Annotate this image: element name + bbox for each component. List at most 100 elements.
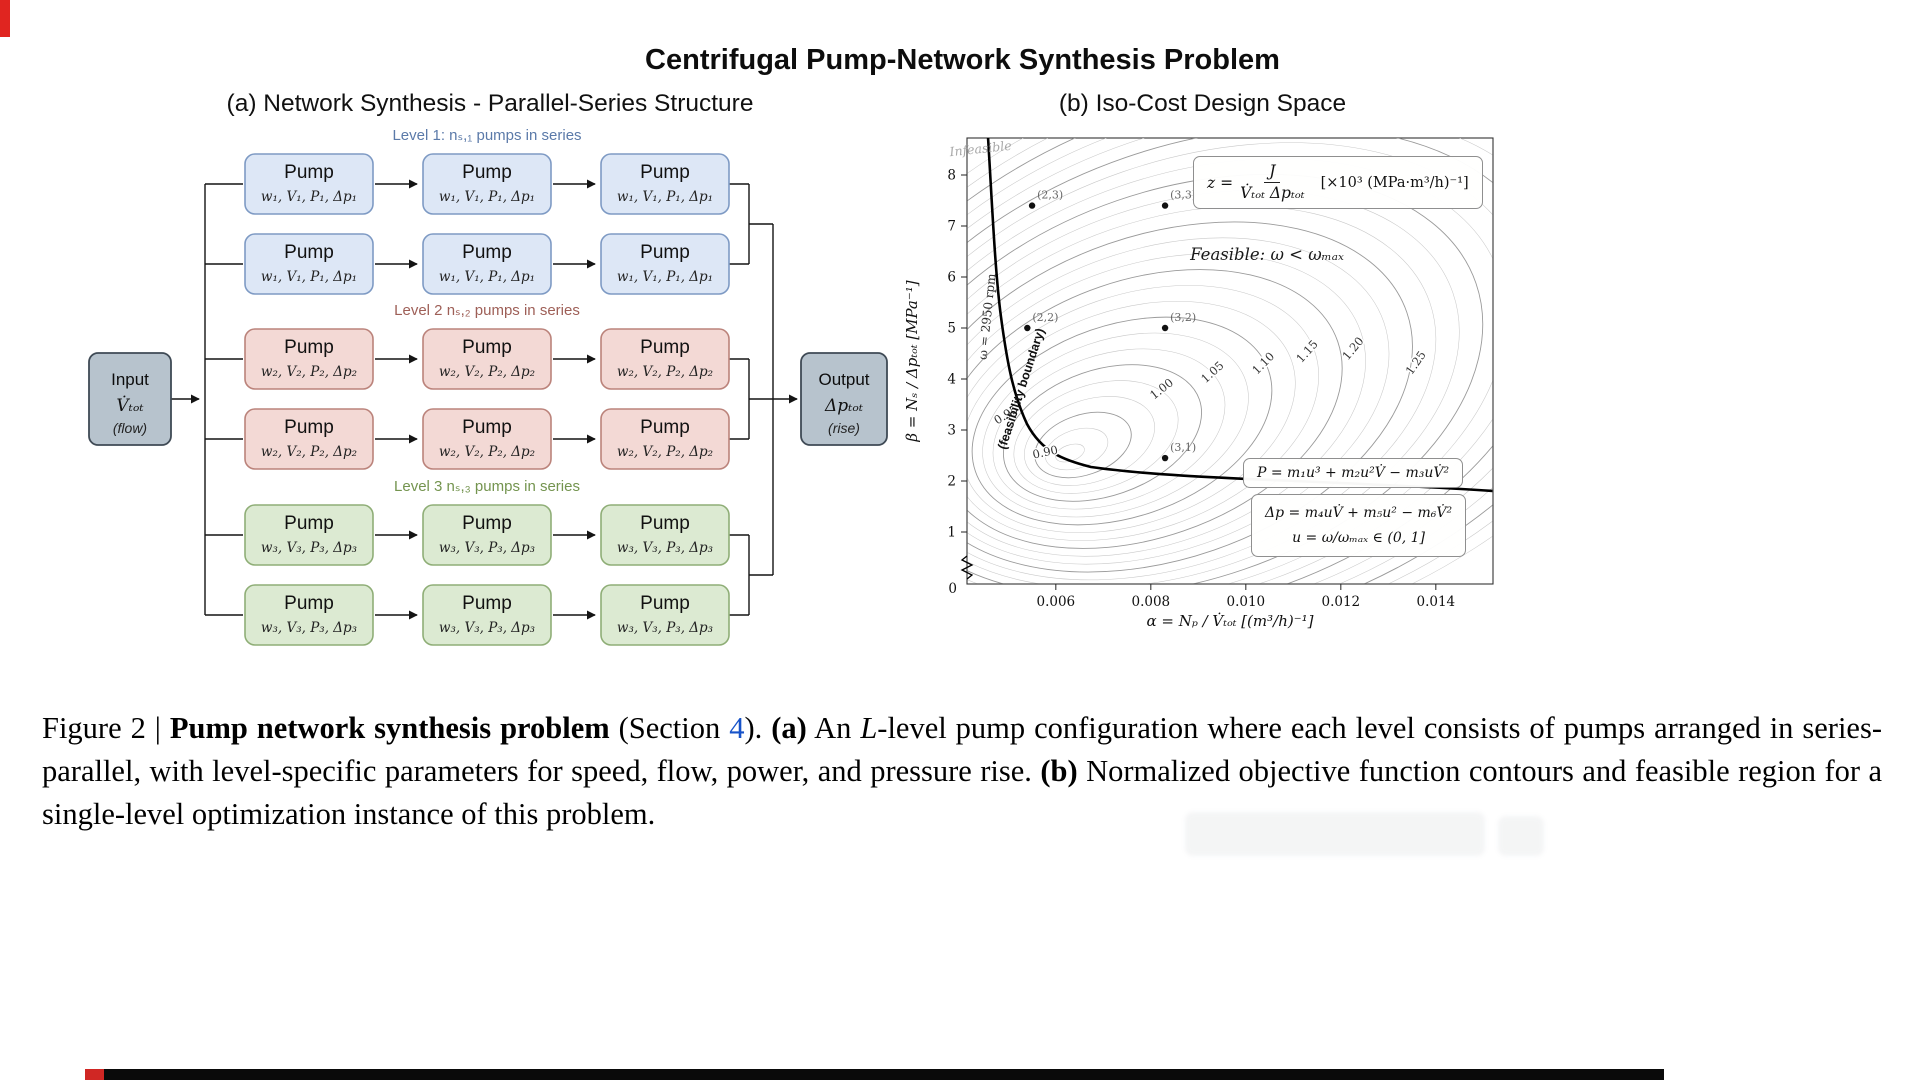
bottom-bar-red-segment [85,1069,104,1080]
pump-title: Pump [284,242,334,263]
pump-title: Pump [640,593,690,614]
pump-box-rect [244,153,374,215]
caption-var-L: L [860,710,878,745]
x-tick-label: 0.006 [1036,594,1075,610]
pump-box-rect [422,504,552,566]
objective-denominator: V̇ₜₒₜ Δpₜₒₜ [1240,183,1305,202]
pump-params: w₃, V₃, P₃, Δp₃ [439,620,535,636]
pump-box-rect [600,233,730,295]
y-tick-label: 4 [947,372,956,388]
model-line-power: P = m₁u³ + m₂u²V̇ − m₃uV̇² [1257,465,1450,481]
caption-text: An [806,710,861,745]
pump-box: Pump w₃, V₃, P₃, Δp₃ [244,504,374,566]
pump-box-rect [600,153,730,215]
objective-fraction: J V̇ₜₒₜ Δpₜₒₜ [1240,162,1305,202]
watermark [1498,816,1544,856]
pump-box-rect [244,408,374,470]
pump-box: Pump w₃, V₃, P₃, Δp₃ [600,504,730,566]
pump-title: Pump [462,417,512,438]
pump-box-rect [244,504,374,566]
y-tick-label: 1 [947,525,956,541]
pump-box: Pump w₁, V₁, P₁, Δp₁ [422,233,552,295]
axis-ticks: 0.006 0.008 0.010 0.012 0.014 1 2 3 4 5 6 7 8 [947,168,1455,611]
contour-line [1044,427,1109,471]
contour-line [967,269,1343,549]
model-line-pressure: Δp = m₄uV̇ + m₅u² − m₆V̇² [1265,505,1453,521]
design-point-label: (3,3) [1170,189,1196,202]
contour-level-label: 0.90 [1031,443,1059,462]
pump-box: Pump w₂, V₂, P₂, Δp₂ [422,328,552,390]
pump-params: w₁, V₁, P₁, Δp₁ [261,269,357,285]
design-point [1161,454,1169,462]
pump-box-rect [422,233,552,295]
pump-box-rect [244,328,374,390]
level-3-label: Level 3 nₛ,₃ pumps in series [394,478,580,495]
y-tick-label: 7 [947,219,956,235]
pump-params: w₁, V₁, P₁, Δp₁ [617,269,713,285]
pump-title: Pump [640,162,690,183]
pump-title: Pump [284,162,334,183]
pump-box-rect [244,233,374,295]
input-title: Input [111,370,149,389]
pump-model-box-pressure: Δp = m₄uV̇ + m₅u² − m₆V̇² u = ω/ωₘₐₓ ∈ (… [1251,494,1467,557]
level-1-label: Level 1: nₛ,₁ pumps in series [392,127,581,144]
contour-line [967,301,1296,533]
design-point [1028,202,1036,209]
contour-line [982,332,1249,518]
output-symbol: Δpₜₒₜ [824,396,864,416]
design-point-label: (2,2) [1032,311,1058,324]
y-tick-label: 2 [947,474,956,490]
pump-title: Pump [640,242,690,263]
output-node: Output Δpₜₒₜ (rise) [800,352,888,446]
panel-b-header: (b) Iso-Cost Design Space [1058,90,1347,117]
axis-break-squiggle [960,555,974,580]
x-tick-label: 0.012 [1321,594,1360,610]
y-tick-label: 6 [947,270,956,286]
iso-cost-chart: 0.006 0.008 0.010 0.012 0.014 1 2 3 4 5 6 7 8 0.900.… [903,137,1494,630]
output-title: Output [818,370,869,389]
contour-line [967,158,1493,584]
level-2-label: Level 2 nₛ,₂ pumps in series [394,302,580,319]
caption-text: Normalized objective function contours a… [42,753,1883,831]
objective-lhs: z = [1207,173,1234,192]
pump-box: Pump w₃, V₃, P₃, Δp₃ [600,584,730,646]
y-tick-label: 5 [947,321,956,337]
contour-line [1024,396,1155,486]
page-edge-red-mark [0,0,10,37]
pump-box: Pump w₁, V₁, P₁, Δp₁ [244,233,374,295]
caption-section-link[interactable]: 4 [729,710,745,745]
caption-bold-title: Pump network synthesis problem [169,710,610,745]
input-symbol: V̇ₜₒₜ [116,396,144,416]
pump-box-rect [600,504,730,566]
pump-box-rect [422,408,552,470]
pump-box: Pump w₂, V₂, P₂, Δp₂ [600,408,730,470]
pump-box: Pump w₁, V₁, P₁, Δp₁ [422,153,552,215]
caption-figure-number: Figure 2 | [42,710,170,745]
output-note: (rise) [828,420,860,436]
pump-params: w₂, V₂, P₂, Δp₂ [439,364,535,380]
bottom-bar [104,1069,1664,1080]
feasible-region-label: Feasible: ω < ωₘₐₓ [1189,245,1344,264]
pump-title: Pump [284,417,334,438]
objective-formula-box: z = J V̇ₜₒₜ Δpₜₒₜ [×10³ (MPa·m³/h)⁻¹] [1193,156,1483,210]
contour-line [992,348,1226,510]
pump-box: Pump w₂, V₂, P₂, Δp₂ [600,328,730,390]
contour-line [967,138,1493,584]
design-point [1161,324,1169,332]
contour-line [967,205,1437,581]
pump-title: Pump [640,417,690,438]
pump-box-rect [600,328,730,390]
pump-box: Pump w₂, V₂, P₂, Δp₂ [244,328,374,390]
pump-title: Pump [462,162,512,183]
pump-box-rect [422,153,552,215]
pump-box-rect [600,584,730,646]
design-point [1024,324,1031,332]
pump-params: w₁, V₁, P₁, Δp₁ [439,189,535,205]
pump-grid: Pump w₁, V₁, P₁, Δp₁ Pump w₁, V₁, P₁, Δp₁ Pu… [171,153,798,646]
contour-line [967,253,1366,557]
pump-title: Pump [640,337,690,358]
pump-box-rect [244,584,374,646]
pump-params: w₁, V₁, P₁, Δp₁ [439,269,535,285]
contour-line [967,189,1460,584]
pump-title: Pump [462,337,512,358]
